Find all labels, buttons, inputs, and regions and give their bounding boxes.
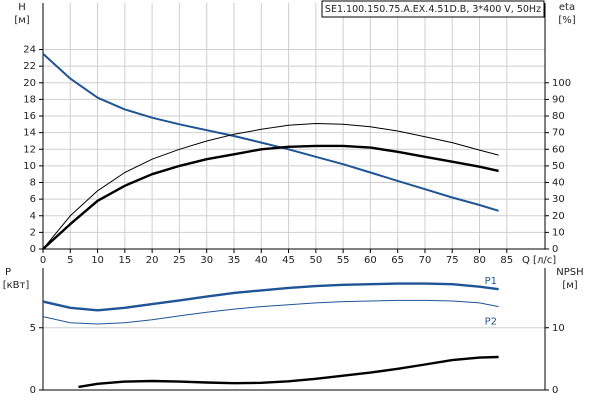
curve: [78, 355, 499, 389]
series-label: P2: [485, 317, 497, 328]
x-tick-label: 15: [118, 255, 131, 266]
curve: [42, 282, 499, 312]
y2-tick-label: 100: [552, 78, 571, 89]
curve: [42, 52, 499, 212]
y-tick-label: 10: [23, 161, 36, 172]
y-tick-label: 22: [23, 61, 36, 72]
curve: [42, 144, 499, 250]
y2-tick-label: 30: [552, 194, 565, 205]
axis-frame: [42, 3, 546, 250]
y-tick-label: 8: [30, 178, 36, 189]
y2-tick-label: 50: [552, 161, 565, 172]
y2-tick-label: 10: [552, 323, 565, 334]
x-tick-label: 80: [473, 255, 486, 266]
x-tick-label: 5: [67, 255, 73, 266]
x-tick-label: 70: [419, 255, 432, 266]
y2-tick-label: 0: [552, 385, 558, 396]
y-label: H: [18, 2, 26, 13]
y-tick-label: 2: [30, 227, 36, 238]
x-tick-label: 60: [364, 255, 377, 266]
y-tick-label: 6: [30, 194, 36, 205]
y-tick-label: 20: [23, 78, 36, 89]
x-tick-label: 10: [91, 255, 104, 266]
y2-tick-label: 40: [552, 178, 565, 189]
y2-tick-label: 70: [552, 128, 565, 139]
x-axis-label: Q [л/с]: [522, 255, 556, 266]
x-tick-label: 45: [282, 255, 295, 266]
x-tick-label: 40: [255, 255, 268, 266]
y2-tick-label: 80: [552, 111, 565, 122]
y-tick-label: 18: [23, 94, 36, 105]
y2-unit: [м]: [562, 280, 577, 291]
y-tick-label: 5: [30, 323, 36, 334]
series-label: P1: [485, 276, 497, 287]
x-tick-label: 55: [337, 255, 350, 266]
y2-tick-label: 0: [552, 244, 558, 255]
x-tick-label: 35: [228, 255, 241, 266]
y2-label: eta: [559, 2, 575, 13]
curve: [42, 123, 499, 250]
y-tick-label: 0: [30, 385, 36, 396]
y-unit: [кВт]: [3, 280, 30, 291]
y2-label: NPSH: [556, 267, 583, 278]
y2-tick-label: 60: [552, 144, 565, 155]
x-tick-label: 20: [146, 255, 159, 266]
y-tick-label: 12: [23, 144, 36, 155]
curve: [42, 299, 499, 325]
y-tick-label: 0: [30, 244, 36, 255]
y-tick-label: 16: [23, 111, 36, 122]
x-tick-label: 65: [391, 255, 404, 266]
x-tick-label: 0: [40, 255, 46, 266]
y-unit: [м]: [14, 15, 29, 26]
x-tick-label: 50: [309, 255, 322, 266]
chart-title: SE1.100.150.75.A.EX.4.51D.B, 3*400 V, 50…: [325, 4, 541, 15]
x-tick-label: 85: [500, 255, 513, 266]
y2-tick-label: 20: [552, 211, 565, 222]
axis-frame: [42, 268, 546, 391]
y-tick-label: 4: [30, 211, 36, 222]
y-label: P: [5, 267, 11, 278]
x-tick-label: 30: [200, 255, 213, 266]
y2-unit: [%]: [558, 15, 575, 26]
y2-tick-label: 10: [552, 227, 565, 238]
x-tick-label: 25: [173, 255, 186, 266]
y-tick-label: 24: [23, 45, 36, 56]
x-tick-label: 75: [446, 255, 459, 266]
y2-tick-label: 90: [552, 94, 565, 105]
y-tick-label: 14: [23, 128, 36, 139]
title-box: [321, 0, 545, 18]
